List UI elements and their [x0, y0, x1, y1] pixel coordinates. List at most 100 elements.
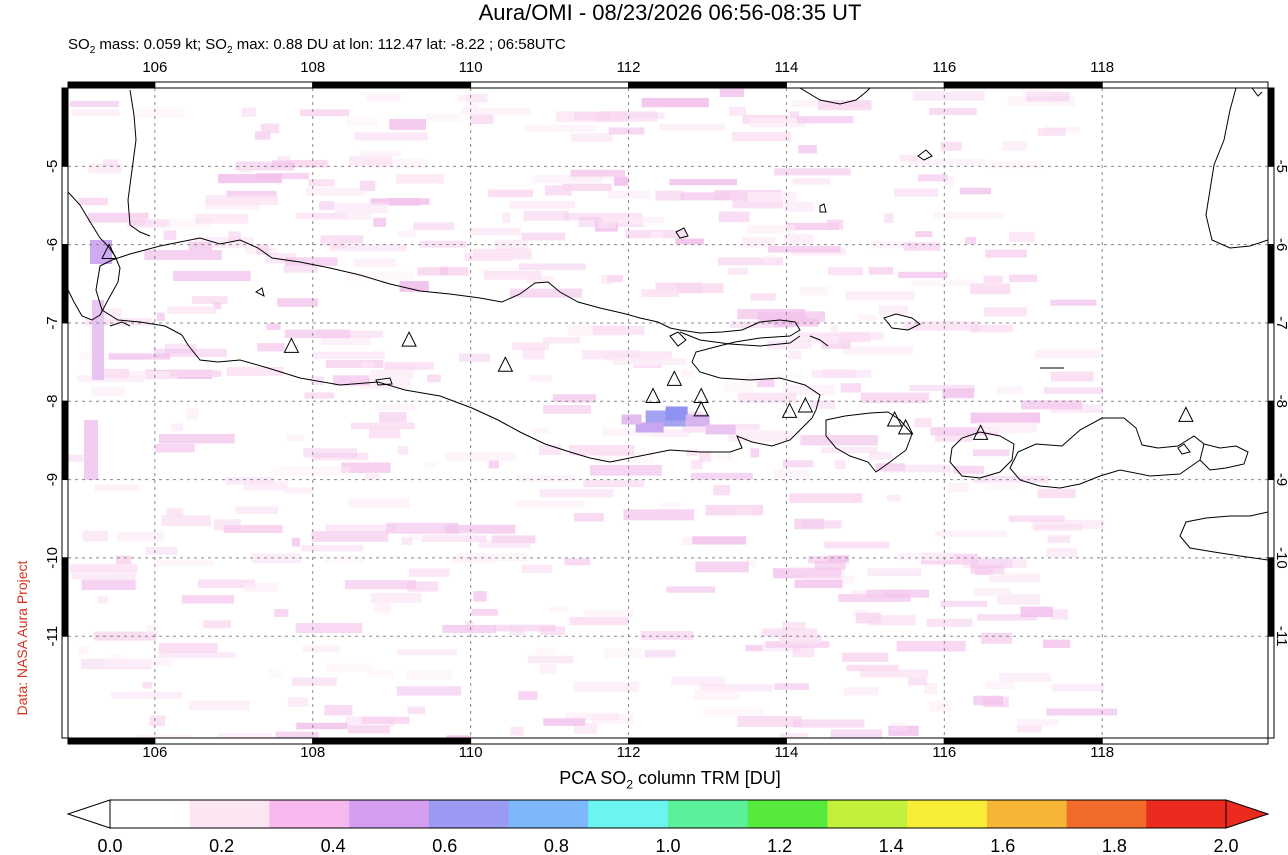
so2-pixel — [284, 257, 338, 266]
so2-pixel — [197, 579, 255, 588]
so2-pixel — [470, 114, 494, 124]
so2-pixel — [830, 729, 883, 738]
so2-pixel — [188, 700, 250, 711]
colorbar-border — [109, 799, 1227, 829]
so2-pixel — [524, 124, 597, 132]
so2-pixel — [195, 213, 248, 224]
so2-pixel — [94, 484, 140, 492]
coast-sulawesi-top — [1251, 88, 1263, 97]
so2-pixel — [539, 664, 558, 674]
so2-pixel — [963, 557, 1027, 568]
so2-pixel — [235, 506, 279, 514]
so2-pixel — [788, 350, 802, 360]
so2-pixel — [295, 623, 363, 633]
so2-pixel — [373, 217, 386, 227]
so2-pixel — [312, 452, 369, 461]
frame-segment — [1267, 165, 1275, 246]
frame-segment — [1101, 81, 1269, 89]
so2-pixel — [929, 701, 952, 712]
so2-pixel — [867, 568, 921, 577]
so2-pixel — [940, 141, 962, 151]
so2-pixel — [926, 618, 973, 627]
so2-pixel — [1016, 719, 1059, 726]
so2-pixel — [359, 150, 401, 157]
so2-pixel — [110, 653, 123, 662]
so2-pixel — [640, 631, 694, 640]
so2-pixel — [1046, 547, 1077, 558]
so2-pixel — [747, 191, 798, 202]
so2-pixel — [516, 475, 577, 482]
so2-pixel — [329, 244, 407, 252]
coast-island-small-1 — [255, 287, 265, 297]
graticule — [68, 88, 1268, 738]
so2-pixel — [838, 594, 911, 602]
so2-pixel — [228, 231, 242, 241]
so2-pixel — [686, 449, 698, 456]
so2-pixel — [750, 448, 760, 458]
so2-pixel — [782, 621, 806, 631]
so2-pixel — [164, 343, 197, 354]
so2-max-pixel — [685, 414, 710, 427]
so2-pixel — [692, 536, 747, 545]
so2-pixel — [91, 386, 125, 397]
coast-island-karimunjawa — [675, 227, 689, 239]
so2-pixel — [735, 505, 753, 515]
so2-pixel — [117, 531, 164, 542]
so2-pixel — [845, 291, 915, 301]
so2-pixel — [136, 734, 192, 738]
so2-pixel — [509, 625, 525, 635]
so2-pixel — [302, 645, 341, 653]
lon-tick-label-bottom: 108 — [300, 744, 325, 761]
so2-pixel — [973, 588, 1011, 597]
so2-pixel — [256, 172, 310, 180]
so2-pixel — [888, 725, 919, 736]
so2-pixel — [570, 169, 626, 177]
so2-pixel — [275, 731, 319, 738]
so2-pixel — [320, 235, 364, 244]
so2-pixel — [287, 697, 308, 707]
colorbar-tick-label: 0.8 — [544, 836, 569, 855]
so2-pixel — [682, 425, 718, 433]
so2-pixel — [764, 254, 775, 263]
so2-pixel — [644, 649, 676, 658]
colorbar-segment — [747, 800, 828, 828]
so2-pixel — [325, 663, 372, 672]
so2-pixel — [650, 231, 663, 238]
so2-pixel — [742, 237, 776, 248]
so2-pixel — [173, 270, 251, 282]
so2-pixel — [539, 445, 562, 455]
colorbar-title-subscript: 2 — [626, 777, 633, 792]
volcano-triangle-icon — [886, 410, 903, 427]
so2-pixel — [71, 571, 137, 580]
so2-pixel — [167, 306, 217, 314]
so2-pixel — [773, 568, 842, 579]
so2-pixel — [213, 302, 222, 310]
so2-pixel — [155, 443, 195, 453]
so2-pixel — [789, 493, 863, 503]
so2-pixel — [169, 370, 222, 377]
colorbar-tick-label: 1.8 — [1102, 836, 1127, 855]
mass-text: mass: 0.059 kt; SO — [95, 36, 227, 53]
so2-pixel — [909, 384, 975, 391]
so2-pixel — [413, 222, 455, 231]
lon-tick-label-top: 106 — [142, 59, 167, 76]
coast-flores — [1179, 511, 1268, 561]
so2-pixel — [607, 112, 665, 119]
so2-pixel — [509, 288, 583, 298]
so2-pixel — [469, 227, 521, 236]
so2-pixel — [427, 374, 441, 383]
so2-pixel — [153, 348, 228, 357]
so2-pixel — [1037, 488, 1076, 498]
so2-pixel — [886, 495, 901, 502]
so2-pixel — [1047, 535, 1071, 543]
so2-pixel — [915, 231, 933, 238]
volcano-triangle-icon — [897, 418, 914, 435]
so2-pixel — [308, 179, 335, 187]
colorbar-segment — [827, 800, 908, 828]
so2-pixel — [348, 498, 410, 508]
so2-max-pixel — [635, 422, 664, 433]
so2-pixel — [1043, 387, 1104, 395]
so2-pixel — [396, 686, 462, 696]
so2-pixel — [326, 359, 384, 368]
so2-pixel — [102, 368, 130, 378]
